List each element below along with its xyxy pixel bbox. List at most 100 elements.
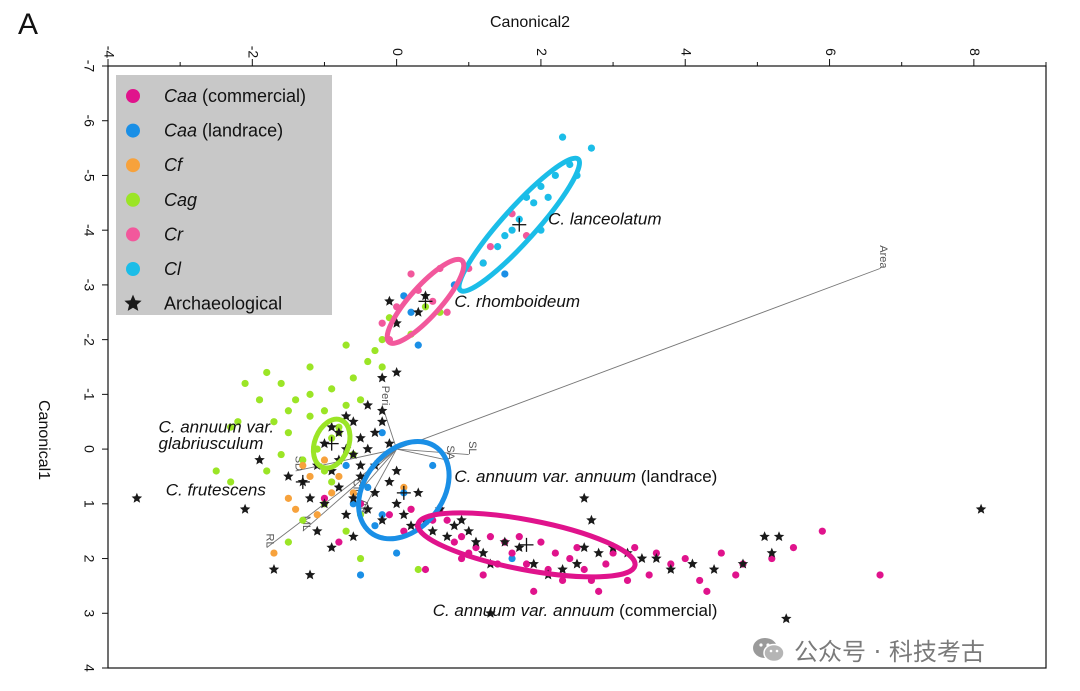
data-point-cl <box>530 199 538 207</box>
legend-label: Caa (commercial) <box>164 86 306 106</box>
legend-series-name: Cl <box>164 259 182 279</box>
archaeological-point <box>391 317 402 328</box>
data-point-cl <box>558 133 567 141</box>
archaeological-point <box>579 492 590 503</box>
wechat-icon <box>753 637 785 662</box>
legend-marker <box>126 158 140 173</box>
x-tick-label: -2 <box>246 46 262 59</box>
watermark: 公众号 · 科技考古 <box>752 632 985 667</box>
archaeological-point <box>362 443 373 454</box>
data-point-caa <box>486 533 495 541</box>
biplot-vector-label: Peri <box>379 386 391 406</box>
data-point-cag <box>320 407 329 415</box>
y-tick-label: 4 <box>81 664 97 672</box>
legend-series-name: Archaeological <box>164 294 282 314</box>
y-tick-label: -3 <box>81 279 97 292</box>
data-point-cag <box>284 429 292 437</box>
annotation-species: C. rhomboideum <box>454 292 580 311</box>
data-point-cag <box>356 396 365 404</box>
data-point-cag <box>378 363 386 371</box>
x-tick-label: 4 <box>679 48 695 56</box>
y-tick-label: -4 <box>81 224 97 237</box>
archaeological-point <box>326 465 337 476</box>
legend-series-name: Caa <box>164 121 197 141</box>
data-point-caa <box>573 544 581 552</box>
data-point-cf <box>270 549 278 557</box>
data-point-caa <box>732 571 740 579</box>
data-point-cag <box>299 516 307 524</box>
data-point-caa <box>320 494 329 502</box>
archaeological-point <box>557 564 568 574</box>
data-point-caa <box>551 549 559 557</box>
archaeological-point <box>333 427 345 438</box>
legend-label: Cag <box>164 190 197 210</box>
species-annotation: glabriusculum <box>159 434 264 453</box>
data-point-caa <box>537 538 545 546</box>
annotation-species: glabriusculum <box>159 434 264 453</box>
data-point-caa <box>508 554 516 563</box>
annotation-species: C. annuum var. annuum <box>433 601 615 620</box>
data-point-caa <box>818 527 826 535</box>
data-point-cl <box>501 232 509 240</box>
data-point-caa <box>342 461 350 470</box>
data-point-cag <box>212 467 220 475</box>
data-point-cf <box>313 511 321 519</box>
data-point-cf <box>320 456 329 464</box>
annotation-species: C. annuum var. <box>159 418 275 437</box>
legend-series-name: Caa <box>164 86 197 106</box>
legend-marker <box>126 123 140 138</box>
data-point-caa <box>378 429 386 437</box>
data-point-caa <box>443 516 451 524</box>
archaeological-point <box>528 558 539 569</box>
data-point-caa <box>696 576 704 585</box>
archaeological-point <box>398 509 410 520</box>
legend-series-name: Cr <box>164 224 184 244</box>
data-point-caa <box>566 554 574 563</box>
archaeological-point <box>441 531 453 542</box>
archaeological-point <box>514 542 525 552</box>
data-point-caa <box>602 560 610 568</box>
data-point-caa <box>580 565 588 574</box>
legend-marker <box>126 192 140 207</box>
archaeological-point <box>131 492 143 503</box>
archaeological-point <box>384 476 395 487</box>
archaeological-point <box>391 498 402 509</box>
legend-label: Cr <box>164 224 184 244</box>
species-annotation: C. rhomboideum <box>454 292 580 311</box>
y-tick-label: -6 <box>81 115 97 128</box>
data-point-cag <box>270 418 278 426</box>
y-tick-label: 0 <box>81 445 97 453</box>
archaeological-point <box>665 564 676 574</box>
group-mean-marker <box>295 474 310 489</box>
data-point-cag <box>342 527 350 535</box>
species-annotation: C. annuum var. annuum (landrace) <box>454 467 717 486</box>
data-point-cl <box>551 171 559 180</box>
data-point-cl <box>494 243 502 251</box>
archaeological-point <box>413 487 424 498</box>
data-point-cag <box>277 379 285 388</box>
legend-label: Cf <box>164 155 184 175</box>
data-point-cag <box>342 401 350 409</box>
archaeological-point <box>283 471 294 481</box>
data-point-caa <box>450 538 458 546</box>
species-annotation: C. lanceolatum <box>548 210 661 229</box>
archaeological-point <box>456 514 467 525</box>
archaeological-point <box>254 454 265 465</box>
archaeological-point <box>384 438 395 449</box>
legend-series-suffix: (landrace) <box>197 121 283 141</box>
data-point-cag <box>378 336 386 344</box>
archaeological-point <box>348 531 359 542</box>
data-point-cf <box>292 505 300 513</box>
archaeological-point <box>326 421 337 432</box>
archaeological-point <box>449 520 460 531</box>
archaeological-point <box>593 547 604 558</box>
x-tick-label: -4 <box>101 46 117 59</box>
y-tick-label: 1 <box>81 500 97 508</box>
archaeological-point <box>737 558 749 569</box>
data-point-caa <box>609 549 617 557</box>
archaeological-point <box>333 481 345 492</box>
archaeological-point <box>369 427 381 438</box>
x-tick-label: 8 <box>967 48 983 56</box>
data-point-cag <box>284 538 292 546</box>
